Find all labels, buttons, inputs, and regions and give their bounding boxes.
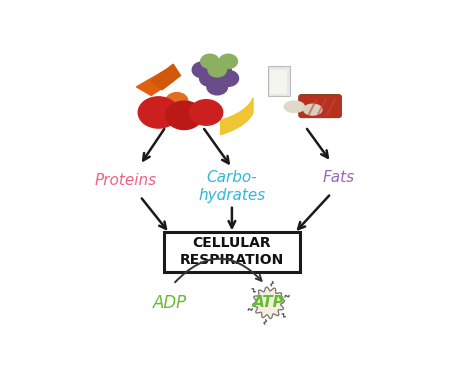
Ellipse shape [284,101,304,113]
Circle shape [219,54,237,68]
Circle shape [166,93,188,110]
FancyBboxPatch shape [299,94,341,118]
Text: Carbo-
hydrates: Carbo- hydrates [198,170,265,203]
Circle shape [138,97,179,128]
Circle shape [200,70,220,86]
Circle shape [207,79,228,95]
Text: ADP: ADP [153,294,186,312]
Circle shape [166,101,202,130]
Text: Fats: Fats [322,170,355,185]
Circle shape [192,62,213,78]
Circle shape [201,54,219,68]
FancyBboxPatch shape [270,70,287,94]
Text: ATP: ATP [253,295,284,310]
Ellipse shape [303,104,322,115]
Text: Proteins: Proteins [94,173,156,188]
FancyBboxPatch shape [164,232,300,272]
Circle shape [190,100,223,125]
Circle shape [208,63,227,77]
Polygon shape [137,70,173,96]
Circle shape [210,62,231,78]
FancyBboxPatch shape [268,66,290,96]
Polygon shape [151,64,181,90]
Text: CELLULAR
RESPIRATION: CELLULAR RESPIRATION [180,236,284,268]
Circle shape [218,70,238,86]
Polygon shape [253,287,284,318]
